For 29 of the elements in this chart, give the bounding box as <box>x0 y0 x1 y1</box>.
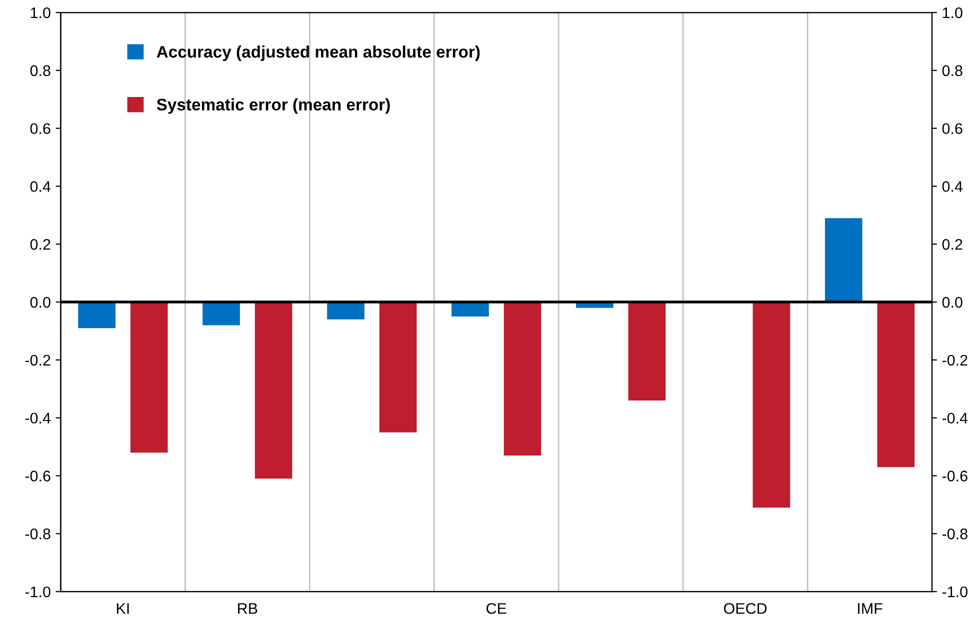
y-tick-label: -0.2 <box>25 354 50 366</box>
y-tick-label: -0.6 <box>25 470 50 482</box>
y2-tick-label: 0.4 <box>942 181 963 192</box>
y-tick-label: -1.0 <box>25 586 50 598</box>
x-tick-label: RB <box>238 603 258 614</box>
y-tick-label: 0.6 <box>30 123 50 134</box>
y2-tick-label: 0.2 <box>942 239 962 250</box>
y2-tick-label: 0.6 <box>942 123 962 134</box>
y2-tick-label: 0.8 <box>942 65 962 76</box>
y-tick-label: 1.0 <box>30 7 50 18</box>
y2-tick-label: -1.0 <box>942 586 968 598</box>
y-tick-label: 0.0 <box>30 296 50 308</box>
y-tick-label: 0.2 <box>30 239 50 250</box>
y-tick-label: -0.4 <box>25 412 51 424</box>
y-tick-label: 0.4 <box>30 181 51 192</box>
legend-label: Accuracy (adjusted mean absolute error) <box>156 45 480 62</box>
x-tick-label: CE <box>486 603 506 614</box>
x-tick-label: IMF <box>858 603 882 614</box>
legend-label: Systematic error (mean error) <box>156 98 390 114</box>
x-tick-label: OECD <box>724 603 767 614</box>
x-tick-label: KI <box>116 603 129 614</box>
y-tick-label: -0.8 <box>25 528 50 540</box>
y2-tick-label: -0.4 <box>942 412 968 424</box>
y2-tick-label: -0.8 <box>942 528 968 540</box>
y2-tick-label: 1.0 <box>942 7 962 18</box>
y2-tick-label: -0.2 <box>942 354 968 366</box>
y-tick-label: 0.8 <box>30 65 50 76</box>
y2-tick-label: -0.6 <box>942 470 968 482</box>
y2-tick-label: 0.0 <box>942 296 962 308</box>
